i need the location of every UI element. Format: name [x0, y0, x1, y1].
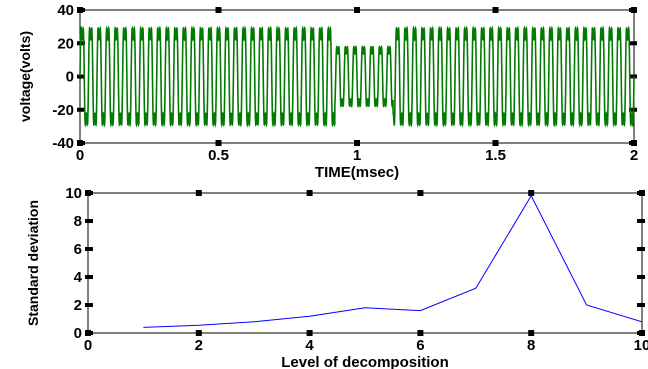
y-tick-mark [77, 74, 85, 79]
x-tick-mark [215, 140, 222, 146]
y-tick-mark [85, 191, 93, 195]
y-axis-title: voltage(volts) [17, 31, 33, 122]
x-tick-label: 10 [634, 337, 648, 354]
x-tick-mark [492, 140, 499, 146]
y-tick-mark [77, 8, 85, 12]
x-tick-label: 8 [527, 337, 535, 354]
x-tick-label: 1.5 [485, 147, 506, 164]
x-tick-mark [306, 190, 313, 196]
x-tick-label: 0 [76, 147, 84, 164]
y-tick-label: 20 [57, 35, 74, 52]
y-tick-mark [629, 74, 637, 79]
x-tick-label: 2 [195, 337, 203, 354]
x-axis-title: Level of decomposition [281, 354, 449, 369]
x-tick-mark [417, 330, 424, 336]
x-tick-mark [354, 140, 360, 146]
x-tick-mark [528, 190, 535, 196]
y-tick-label: 4 [74, 269, 83, 286]
x-tick-mark [195, 190, 202, 196]
y-tick-mark [629, 141, 637, 145]
x-tick-mark [306, 330, 313, 336]
y-axis-title: Standard deviation [25, 200, 41, 326]
y-tick-mark [85, 303, 93, 307]
y-tick-label: 0 [66, 69, 74, 86]
x-tick-mark [417, 190, 424, 196]
x-tick-label: 0.5 [208, 147, 229, 164]
y-tick-mark [629, 41, 637, 46]
y-tick-label: -40 [52, 135, 74, 152]
y-tick-label: 8 [74, 213, 82, 230]
y-tick-mark [637, 303, 645, 307]
x-tick-label: 6 [416, 337, 424, 354]
y-tick-label: 6 [74, 241, 82, 258]
y-tick-mark [637, 191, 645, 195]
std-deviation-series-line [143, 194, 643, 328]
y-tick-mark [637, 219, 645, 223]
x-tick-mark [528, 330, 535, 336]
plot-frame [87, 192, 643, 334]
y-tick-mark [637, 275, 645, 279]
x-tick-label: 4 [305, 337, 314, 354]
x-tick-label: 2 [630, 147, 638, 164]
y-tick-mark [629, 8, 637, 12]
y-tick-mark [637, 331, 645, 335]
y-tick-mark [77, 107, 85, 112]
y-tick-mark [85, 247, 93, 251]
x-tick-mark [354, 7, 360, 13]
x-tick-label: 1 [353, 147, 361, 164]
x-tick-mark [195, 330, 202, 336]
y-tick-label: 10 [65, 185, 82, 202]
y-tick-label: 40 [57, 2, 74, 19]
y-tick-mark [637, 247, 645, 251]
y-tick-label: 2 [74, 297, 82, 314]
y-tick-label: -20 [52, 102, 74, 119]
voltage-time-chart: 0 0.5 1 1.5 2 -40 -20 0 20 40 TIME(msec) voltage(vo… [17, 2, 638, 181]
y-tick-mark [85, 331, 93, 335]
y-tick-mark [85, 275, 93, 279]
x-axis-title: TIME(msec) [315, 164, 399, 181]
y-tick-mark [85, 219, 93, 223]
x-tick-mark [492, 7, 499, 13]
x-tick-mark [215, 7, 222, 13]
y-tick-mark [77, 141, 85, 145]
std-deviation-chart: 0 2 4 6 8 10 0 2 4 6 8 10 Level of decomposition Stan… [25, 185, 648, 369]
voltage-series-line [79, 25, 635, 128]
x-tick-label: 0 [84, 337, 92, 354]
y-tick-label: 0 [74, 325, 82, 342]
